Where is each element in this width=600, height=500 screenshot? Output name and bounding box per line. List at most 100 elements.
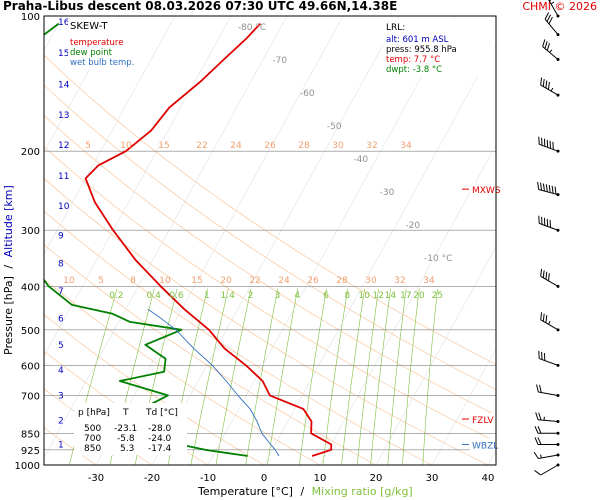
wind-barb-feather	[542, 270, 545, 278]
wind-barb-dot	[556, 14, 560, 18]
pressure-tick-label: 700	[21, 391, 40, 402]
wind-barb-staff	[538, 189, 559, 196]
adiabat-label: -50	[327, 122, 342, 132]
mixing-ratio-label: 1.4	[221, 291, 236, 301]
dry-adiabat-line	[44, 278, 321, 465]
x-axis-mix: Mixing ratio [g/kg]	[312, 485, 413, 498]
marker-bg	[470, 438, 508, 451]
wind-barb-staff	[539, 143, 559, 152]
mixing-ratio-label: 12	[373, 291, 384, 301]
altitude-tick-label: 6	[58, 315, 64, 325]
isotherm-line	[375, 246, 496, 465]
wind-barb-feather	[538, 412, 542, 421]
moist-adiabat-label-lower: 22	[249, 276, 260, 286]
mixing-ratio-label: 1	[204, 291, 210, 301]
wind-barb-feather	[534, 426, 539, 434]
moist-adiabat-label-lower: 8	[130, 276, 136, 286]
wind-barb-staff	[539, 358, 559, 366]
mixing-ratio-line	[190, 288, 229, 465]
wind-barb-feather	[542, 78, 545, 87]
lrl-dwpt: dwpt: -3.8 °C	[386, 65, 442, 75]
levels-row-0-td: -28.0	[148, 424, 172, 434]
mixing-ratio-label: 20	[413, 291, 425, 301]
pressure-tick-label: 500	[21, 326, 40, 337]
adiabat-label: -10 °C	[424, 254, 452, 264]
isotherm-line	[44, 16, 120, 153]
mixing-ratio-line	[68, 288, 118, 465]
wind-barb-half-feather	[540, 454, 542, 459]
wind-barb-staff	[540, 84, 559, 96]
lrl-alt: alt: 601 m ASL	[386, 35, 449, 45]
isotherm-line	[207, 16, 456, 465]
altitude-tick-label: 1	[58, 440, 64, 450]
wind-barb-feather	[545, 315, 548, 323]
wind-barb-feather	[542, 39, 546, 47]
pressure-tick-label: 300	[21, 226, 40, 237]
lrl-press: press: 955.8 hPa	[386, 45, 457, 55]
mixing-ratio-label: 8	[344, 291, 350, 301]
wind-barb-feather	[540, 268, 543, 277]
pressure-tick-label: 100	[21, 12, 40, 23]
marker-mxws: MXWS	[472, 186, 501, 196]
levels-header-t: T	[122, 408, 129, 418]
wind-barb-feather	[545, 271, 548, 280]
y-axis-altitude: Altitude [km]	[2, 185, 15, 257]
mixing-ratio-lines	[68, 288, 438, 465]
moist-adiabat-label-lower: 32	[394, 276, 405, 286]
isotherm-line	[431, 348, 496, 465]
wind-barb-dot	[556, 33, 560, 37]
legend-bg	[68, 19, 140, 69]
dry-adiabat-line	[44, 115, 496, 416]
profile-wet-bulb-temp	[147, 308, 280, 457]
mixing-ratio-label: 14	[385, 291, 397, 301]
levels-row-0-t: -23.1	[114, 424, 137, 434]
pressure-tick-label: 400	[21, 282, 40, 293]
mixing-ratio-label: 0.2	[109, 291, 123, 301]
wind-barb-dot	[556, 328, 560, 332]
wind-barb-feather	[545, 184, 548, 192]
mixing-ratio-line	[387, 288, 407, 465]
marker-fzlv: FZLV	[472, 416, 494, 426]
wind-barb-staff	[540, 464, 559, 476]
altitude-tick-label: 14	[58, 80, 70, 90]
moist-adiabat-label-upper: 28	[298, 141, 310, 151]
lrl-box	[383, 19, 494, 76]
mixing-ratio-label: 0.6	[169, 291, 184, 301]
lrl-title: LRL:	[386, 23, 405, 33]
wind-barb-half-feather	[548, 321, 551, 325]
wind-barb-feather	[545, 80, 548, 89]
adiabat-label: -30	[380, 188, 395, 198]
altitude-tick-label: 8	[58, 260, 64, 270]
temperature-tick-label: -20	[144, 473, 160, 484]
wind-barbs	[533, 0, 560, 476]
profiles	[44, 22, 333, 457]
dry-adiabat-line	[44, 54, 496, 365]
wind-barb-dot	[556, 393, 560, 397]
isotherm-line	[151, 16, 400, 465]
pressure-tick-label: 200	[21, 147, 40, 158]
wind-barb-feather	[540, 312, 543, 320]
levels-header-p: p [hPa]	[78, 408, 110, 418]
wind-barb-feather	[539, 384, 542, 393]
levels-table: p [hPa] T Td [°C] 500 -23.1 -28.0 700 -5…	[78, 408, 178, 454]
wind-barb-staff	[548, 0, 559, 17]
moist-adiabat-label-lower: 20	[220, 276, 232, 286]
moist-adiabat-label-lower: 5	[98, 276, 104, 286]
wind-barb-dot	[556, 453, 560, 457]
mixing-ratio-label: 10	[359, 291, 371, 301]
mixing-ratio-line	[267, 288, 298, 465]
wind-barb-staff	[539, 222, 559, 231]
temperature-tick-label: -10	[200, 473, 216, 484]
levels-row-1-p: 700	[84, 434, 101, 444]
wind-barb-feather	[536, 384, 539, 393]
legend-wet-bulb: wet bulb temp.	[70, 58, 134, 68]
altitude-tick-label: 11	[58, 172, 69, 182]
legend-type: SKEW-T	[70, 21, 108, 32]
adiabat-label: -20	[405, 221, 420, 231]
temperature-tick-label: 10	[314, 473, 327, 484]
wind-barb-feather	[537, 437, 542, 445]
mixing-ratio-label: 4	[294, 291, 300, 301]
altitude-tick-label: 16	[58, 18, 70, 28]
